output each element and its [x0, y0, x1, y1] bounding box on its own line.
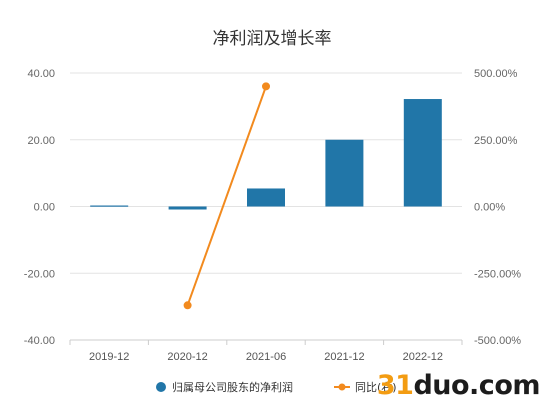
left-tick-label: 40.00	[27, 68, 55, 80]
right-axis: -500.00% -250.00% 0.00% 250.00% 500.00%	[474, 68, 521, 347]
x-tick-label: 2020-12	[167, 351, 207, 363]
legend-marker-line-dot	[338, 383, 346, 391]
left-tick-label: -40.00	[24, 335, 55, 347]
right-tick-label: -500.00%	[474, 335, 521, 347]
left-axis: -40.00 -20.00 0.00 20.00 40.00	[24, 68, 55, 347]
left-tick-label: 0.00	[34, 202, 55, 214]
watermark-logo: 31duo.com	[376, 370, 541, 401]
line-point[interactable]	[262, 82, 270, 91]
right-tick-label: -250.00%	[474, 268, 521, 280]
x-tick-label: 2019-12	[89, 351, 129, 363]
bar-series	[90, 99, 442, 210]
chart-title: 净利润及增长率	[213, 29, 332, 49]
x-axis: 2019-12 2020-12 2021-06 2021-12 2022-12	[69, 339, 463, 363]
line-point[interactable]	[183, 301, 192, 310]
x-tick-label: 2022-12	[403, 351, 443, 363]
bar[interactable]	[90, 205, 129, 207]
left-tick-label: -20.00	[24, 268, 55, 280]
left-tick-label: 20.00	[27, 135, 55, 147]
bar[interactable]	[247, 188, 285, 207]
bar[interactable]	[168, 206, 207, 210]
bar[interactable]	[403, 99, 442, 207]
legend[interactable]: 归属母公司股东的净利润 同比(右)	[156, 380, 397, 394]
x-tick-label: 2021-12	[324, 351, 364, 363]
growth-line	[186, 86, 267, 306]
bar[interactable]	[325, 139, 364, 207]
right-tick-label: 250.00%	[474, 135, 518, 147]
x-tick-label: 2021-06	[246, 351, 286, 363]
legend-marker-bar	[156, 382, 166, 392]
right-tick-label: 0.00%	[474, 202, 505, 214]
legend-label-bar: 归属母公司股东的净利润	[172, 380, 293, 394]
line-series	[183, 82, 270, 310]
legend-label-line: 同比(右)	[355, 380, 397, 394]
right-tick-label: 500.00%	[474, 68, 518, 80]
